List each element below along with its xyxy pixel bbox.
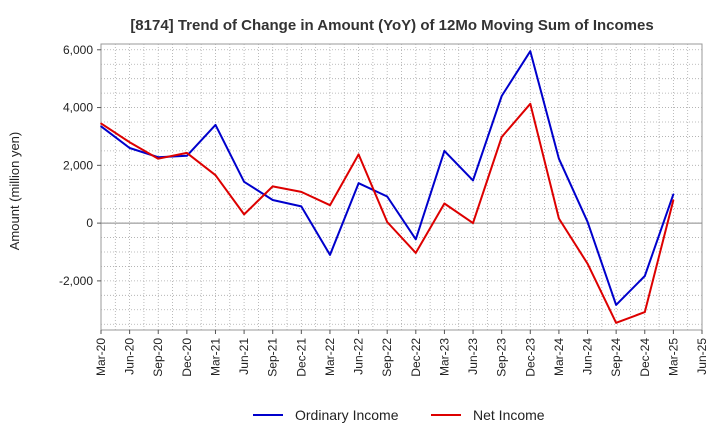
y-tick-label: 0 [86, 216, 93, 230]
y-axis-label: Amount (million yen) [7, 132, 22, 251]
ordinary-income-point [329, 254, 331, 256]
x-tick-label: Mar-22 [323, 338, 337, 376]
net-income-point [500, 136, 503, 138]
net-income-point [672, 199, 675, 201]
ordinary-income-point [500, 95, 503, 97]
ordinary-income-legend-label: Ordinary Income [295, 407, 399, 423]
grid-layer [100, 43, 703, 331]
plot-area [100, 43, 703, 331]
net-income-point [329, 204, 331, 206]
net-income-point [472, 222, 474, 224]
net-income-point [643, 311, 646, 313]
x-tick-label: Mar-25 [666, 338, 680, 376]
y-tick-label: 2,000 [63, 158, 93, 172]
x-tick-label: Sep-24 [609, 338, 623, 377]
legend: Ordinary Income Net Income [253, 407, 545, 423]
ordinary-income-point [615, 304, 617, 306]
net-income-point [214, 174, 217, 176]
x-tick-label: Mar-23 [437, 338, 451, 376]
net-income-point [243, 213, 245, 216]
x-tick-label: Dec-24 [638, 338, 652, 377]
net-income-point [529, 103, 532, 105]
net-income-point [157, 157, 160, 160]
x-tick-label: Jun-24 [581, 338, 595, 375]
ordinary-income-point [300, 205, 303, 208]
ordinary-income-point [415, 238, 417, 241]
net-income-legend-label: Net Income [473, 407, 545, 423]
net-income-point [586, 262, 589, 265]
ordinary-income-point [214, 124, 217, 126]
x-tick-label: Jun-23 [466, 338, 480, 375]
x-tick-label: Dec-21 [294, 338, 308, 377]
ordinary-income-point [186, 155, 188, 157]
net-income-point [415, 252, 417, 254]
x-tick-label: Sep-21 [266, 338, 280, 377]
net-income-point [128, 141, 131, 144]
net-income-point [558, 217, 560, 220]
y-tick-label: 4,000 [63, 101, 93, 115]
x-tick-label: Jun-20 [123, 338, 137, 375]
ordinary-income-point [443, 150, 446, 152]
net-income-point [615, 321, 617, 324]
x-tick-label: Jun-25 [695, 338, 709, 375]
net-income-point [271, 185, 274, 188]
net-income-point [443, 202, 446, 205]
series-layer [100, 50, 675, 324]
axis-layer: -2,000 0 2,000 4,000 6,000 Mar-20 Jun-20 Sep-20… [59, 43, 709, 377]
x-tick-label: Jun-22 [352, 338, 366, 375]
ordinary-income-point [558, 157, 560, 160]
ordinary-income-point [357, 182, 360, 185]
net-income-point [300, 191, 303, 193]
ordinary-income-point [243, 181, 245, 183]
x-tick-label: Dec-22 [409, 338, 423, 377]
chart-title: [8174] Trend of Change in Amount (YoY) o… [130, 17, 653, 34]
ordinary-income-point [643, 275, 646, 277]
y-tick-label: -2,000 [59, 274, 93, 288]
net-income-point [386, 221, 388, 223]
ordinary-income-point [586, 220, 589, 223]
x-tick-label: Jun-21 [237, 338, 251, 375]
x-tick-label: Dec-23 [523, 338, 537, 377]
ordinary-income-point [386, 195, 388, 198]
ordinary-income-point [271, 199, 274, 201]
ordinary-income-point [128, 147, 131, 149]
net-income-point [186, 152, 188, 154]
x-tick-label: Sep-23 [495, 338, 509, 377]
net-income-point [100, 122, 102, 125]
ordinary-income-point [529, 50, 532, 53]
x-tick-label: Dec-20 [180, 338, 194, 377]
x-tick-label: Mar-21 [208, 338, 222, 376]
ordinary-income-point [100, 125, 102, 128]
x-tick-label: Sep-22 [380, 338, 394, 377]
ordinary-income-point [472, 179, 474, 182]
net-income-point [357, 153, 360, 156]
x-tick-label: Mar-24 [552, 338, 566, 376]
x-tick-label: Mar-20 [94, 338, 108, 376]
y-tick-label: 6,000 [63, 43, 93, 57]
ordinary-income-point [672, 193, 675, 196]
x-tick-label: Sep-20 [151, 338, 165, 377]
